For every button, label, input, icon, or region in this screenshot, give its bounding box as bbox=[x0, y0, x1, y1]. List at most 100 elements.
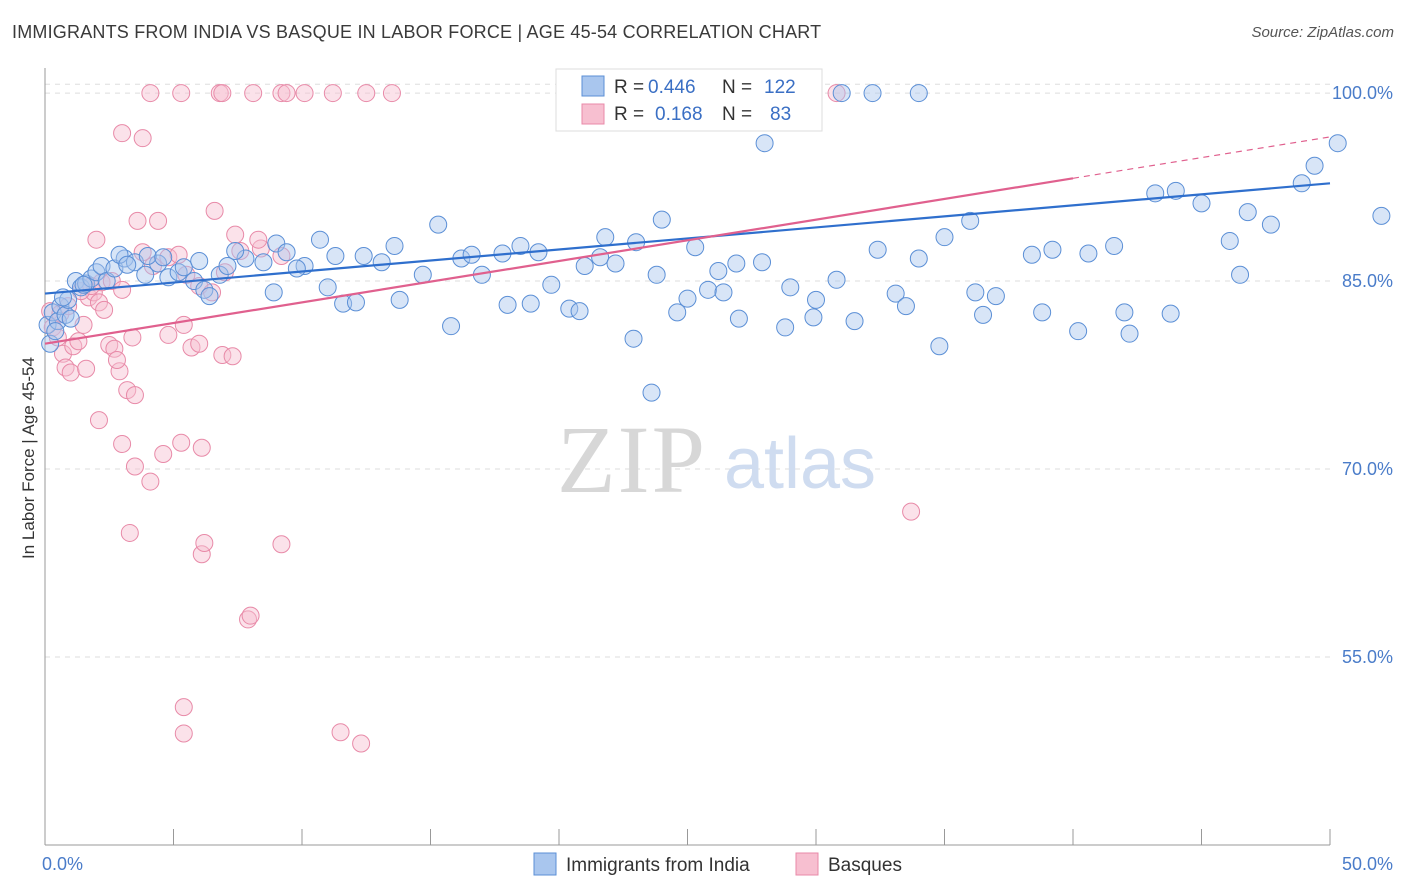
india-point bbox=[413, 265, 432, 284]
india-point bbox=[1372, 206, 1391, 225]
basque-point bbox=[295, 84, 314, 103]
chart-title: IMMIGRANTS FROM INDIA VS BASQUE IN LABOR… bbox=[12, 22, 822, 42]
x-tick-labels: 0.0% 50.0% bbox=[42, 854, 1393, 874]
india-point bbox=[596, 228, 615, 247]
india-point bbox=[935, 228, 954, 247]
india-point bbox=[236, 249, 255, 268]
india-point bbox=[1115, 303, 1134, 322]
india-trend-line bbox=[44, 182, 1331, 295]
legend-r-label-india: R = bbox=[614, 77, 644, 98]
watermark-zip: ZIP bbox=[557, 406, 707, 513]
india-point bbox=[652, 210, 671, 229]
basque-point bbox=[174, 698, 193, 717]
india-point bbox=[845, 312, 864, 331]
india-point bbox=[442, 317, 461, 336]
india-point bbox=[310, 230, 329, 249]
legend-n-value-india: 122 bbox=[764, 77, 796, 98]
basque-point bbox=[195, 533, 214, 552]
y-tick-label: 70.0% bbox=[1342, 459, 1393, 479]
y-tick-label: 85.0% bbox=[1342, 271, 1393, 291]
y-tick-label: 55.0% bbox=[1342, 647, 1393, 667]
basque-point bbox=[213, 84, 232, 103]
india-point bbox=[1231, 265, 1250, 284]
basque-point bbox=[172, 433, 191, 452]
india-point bbox=[521, 294, 540, 313]
basque-point bbox=[192, 545, 211, 564]
basque-point bbox=[174, 724, 193, 743]
india-point bbox=[1328, 134, 1347, 153]
basque-point bbox=[277, 84, 296, 103]
india-point bbox=[591, 248, 610, 267]
india-point bbox=[909, 84, 928, 103]
basque-point bbox=[113, 124, 132, 143]
india-point bbox=[277, 243, 296, 262]
india-point bbox=[807, 290, 825, 309]
india-point bbox=[1069, 322, 1088, 341]
india-point bbox=[154, 248, 173, 267]
legend-top: R = 0.446 N = 122 R = 0.168 N = 83 bbox=[555, 68, 823, 132]
basque-point bbox=[174, 315, 193, 334]
india-point bbox=[781, 278, 800, 297]
legend-r-value-basque: 0.168 bbox=[655, 104, 703, 125]
india-point bbox=[264, 283, 283, 302]
watermark: ZIP atlas bbox=[557, 406, 876, 513]
india-point bbox=[254, 253, 273, 272]
x-tick-label: 50.0% bbox=[1342, 854, 1393, 874]
india-point bbox=[560, 299, 579, 318]
india-point bbox=[699, 280, 718, 299]
legend-n-label-basque: N = bbox=[722, 104, 752, 125]
india-point bbox=[498, 295, 517, 314]
india-point bbox=[174, 258, 193, 277]
basque-point bbox=[331, 723, 350, 742]
basque-point bbox=[272, 535, 291, 554]
india-point bbox=[372, 253, 391, 272]
basque-point bbox=[120, 523, 139, 542]
legend-bottom-label-basque: Basques bbox=[828, 855, 902, 876]
india-point bbox=[1105, 236, 1124, 255]
grid-lines bbox=[45, 83, 1330, 658]
india-point bbox=[686, 238, 705, 257]
basque-point bbox=[159, 325, 178, 344]
trend-lines bbox=[44, 136, 1331, 345]
basque-point bbox=[205, 201, 224, 220]
india-points bbox=[38, 84, 1391, 402]
india-point bbox=[218, 257, 237, 276]
india-point bbox=[1220, 231, 1239, 250]
india-point bbox=[390, 290, 409, 309]
legend-swatch-india bbox=[581, 75, 605, 97]
india-point bbox=[966, 283, 985, 302]
india-point bbox=[1043, 240, 1062, 259]
india-point bbox=[511, 236, 530, 255]
india-point bbox=[714, 283, 733, 302]
india-point bbox=[287, 259, 306, 278]
legend-bottom-swatch-india bbox=[533, 852, 557, 876]
india-point bbox=[886, 284, 905, 303]
legend-bottom-label-india: Immigrants from India bbox=[566, 855, 750, 876]
india-point bbox=[326, 246, 345, 265]
basque-point bbox=[244, 84, 263, 103]
india-point bbox=[136, 265, 155, 284]
india-point bbox=[1033, 303, 1052, 322]
india-point bbox=[570, 302, 589, 321]
basque-point bbox=[249, 230, 268, 249]
basque-point bbox=[382, 84, 401, 103]
india-point bbox=[986, 287, 1005, 306]
legend-r-label-basque: R = bbox=[614, 104, 644, 125]
basque-point bbox=[190, 334, 209, 353]
axes bbox=[44, 68, 1331, 846]
watermark-atlas: atlas bbox=[724, 424, 876, 504]
basque-point bbox=[272, 84, 291, 103]
india-point bbox=[1292, 174, 1311, 193]
basque-point bbox=[69, 332, 88, 351]
india-point bbox=[46, 322, 65, 341]
basque-point bbox=[154, 444, 173, 463]
india-point bbox=[930, 337, 949, 356]
basque-point bbox=[133, 129, 152, 148]
india-point bbox=[1022, 245, 1041, 264]
india-point bbox=[118, 255, 137, 274]
basque-point bbox=[323, 84, 342, 103]
india-point bbox=[974, 305, 993, 324]
india-point bbox=[110, 245, 129, 264]
basque-point bbox=[61, 363, 80, 382]
y-tick-labels: 55.0% 70.0% 85.0% 100.0% bbox=[1332, 83, 1393, 667]
